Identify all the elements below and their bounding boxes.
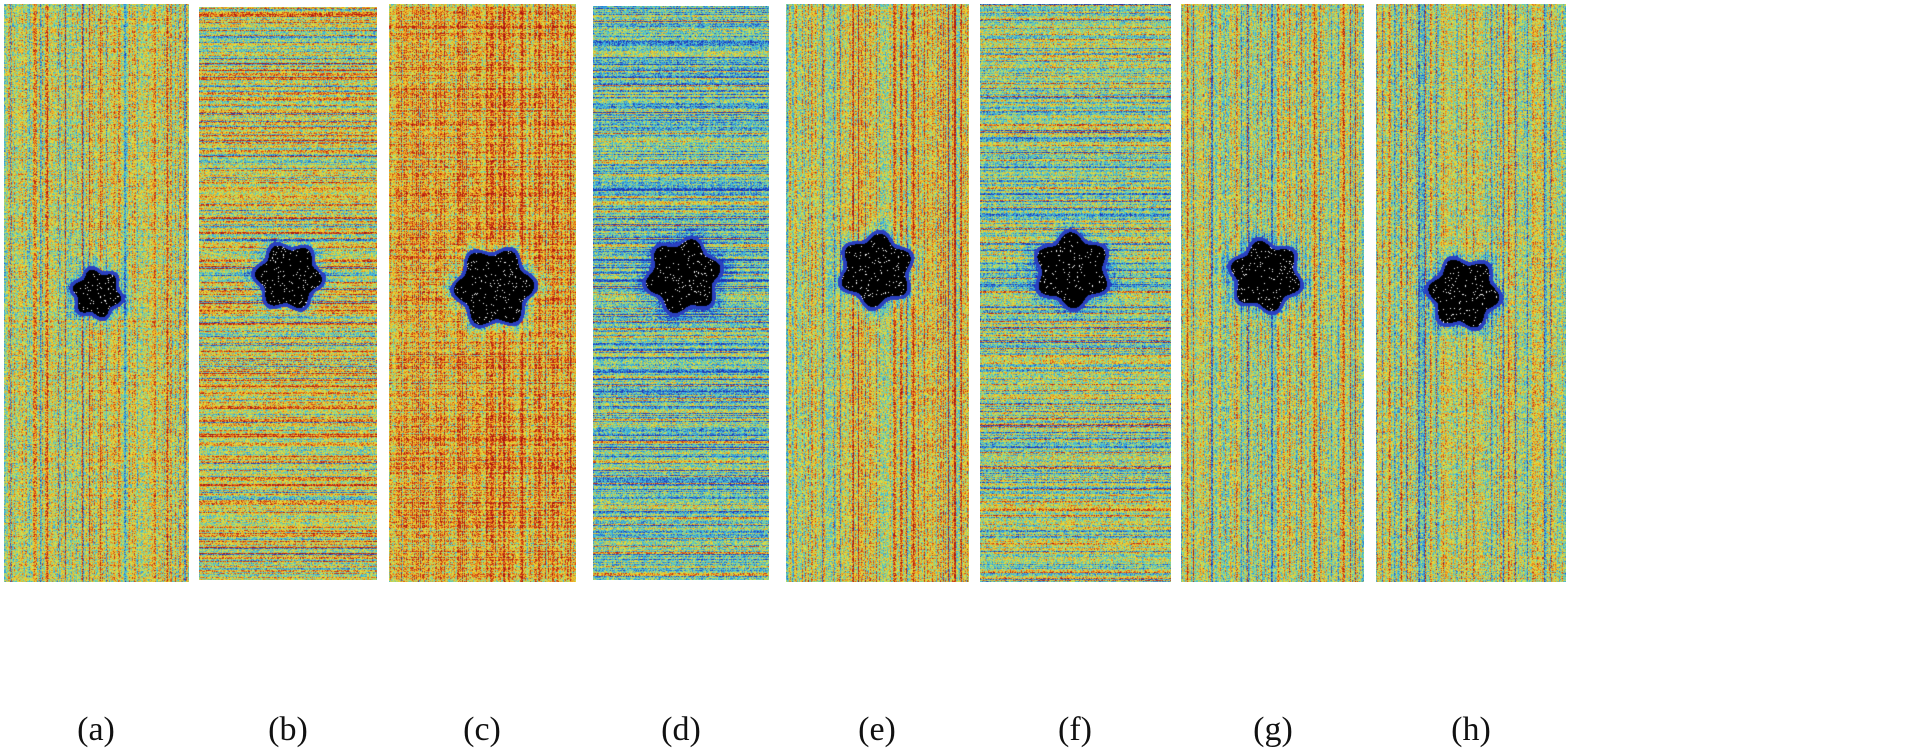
caption-b: (b) — [268, 711, 308, 748]
caption-d: (d) — [661, 711, 701, 748]
colormap-image-a — [4, 4, 189, 582]
caption-h: (h) — [1451, 711, 1491, 748]
caption-c: (c) — [463, 711, 501, 748]
panel-g — [1181, 4, 1364, 582]
panel-c — [389, 4, 576, 582]
colormap-image-h — [1376, 4, 1566, 582]
colormap-image-g — [1181, 4, 1364, 582]
colormap-image-f — [980, 4, 1171, 582]
panel-a — [4, 4, 189, 582]
panel-e — [786, 4, 969, 582]
panel-b — [199, 7, 377, 580]
caption-g: (g) — [1253, 711, 1293, 748]
caption-f: (f) — [1058, 711, 1092, 748]
caption-e: (e) — [858, 711, 896, 748]
colormap-image-b — [199, 7, 377, 580]
caption-a: (a) — [77, 711, 115, 748]
panel-f — [980, 4, 1171, 582]
colormap-image-c — [389, 4, 576, 582]
panel-h — [1376, 4, 1566, 582]
colormap-image-e — [786, 4, 969, 582]
panel-d — [593, 6, 769, 580]
colormap-image-d — [593, 6, 769, 580]
